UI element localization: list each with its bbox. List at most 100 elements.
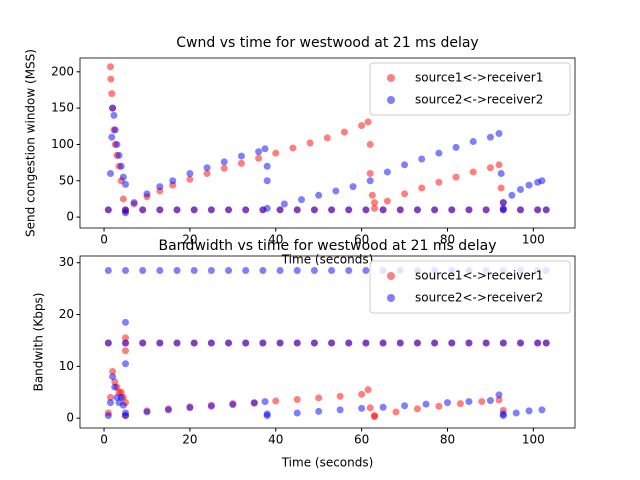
points (104, 63, 550, 217)
point (486, 397, 494, 405)
point (225, 339, 233, 347)
point (255, 154, 263, 162)
point (435, 402, 443, 410)
point (358, 390, 366, 398)
point (276, 339, 284, 347)
point (452, 173, 460, 181)
point (383, 168, 391, 176)
point (106, 393, 114, 401)
point (310, 267, 318, 275)
point (186, 175, 194, 183)
point (431, 206, 439, 214)
point (289, 144, 297, 152)
point (379, 403, 387, 411)
point (119, 401, 127, 409)
point (164, 406, 172, 414)
point (371, 412, 379, 420)
point (104, 339, 112, 347)
point (358, 122, 366, 130)
point (207, 339, 215, 347)
point (366, 177, 374, 185)
point (276, 267, 284, 275)
point (413, 405, 421, 413)
y-tick-label: 20 (59, 307, 74, 321)
y-tick-label: 100 (51, 137, 74, 151)
points (104, 267, 550, 421)
point (435, 149, 443, 157)
point (298, 196, 306, 204)
point (207, 267, 215, 275)
point (203, 170, 211, 178)
point (110, 111, 118, 119)
legend-marker (387, 294, 395, 302)
point (119, 173, 127, 181)
point (190, 339, 198, 347)
point (156, 183, 164, 191)
point (371, 199, 379, 207)
point (516, 206, 524, 214)
point (306, 139, 314, 147)
point (534, 206, 542, 214)
point (362, 339, 370, 347)
point (130, 199, 138, 207)
point (499, 339, 507, 347)
point (340, 128, 348, 136)
point (516, 185, 524, 193)
point (242, 339, 250, 347)
point (525, 407, 533, 415)
point (263, 412, 271, 420)
point (173, 339, 181, 347)
point (465, 339, 473, 347)
point (156, 206, 164, 214)
point (345, 206, 353, 214)
point (111, 126, 119, 134)
point (242, 267, 250, 275)
x-tick-label: 100 (522, 233, 545, 247)
point (443, 399, 451, 407)
x-tick-label: 80 (440, 233, 455, 247)
point (156, 267, 164, 275)
point (111, 383, 119, 391)
point (379, 339, 387, 347)
x-axis-label: Time (seconds) (281, 456, 374, 470)
point (497, 184, 505, 192)
point (117, 162, 125, 170)
legend: source1<->receiver1 source2<->receiver2 (369, 260, 571, 314)
chart-title: Cwnd vs time for westwood at 21 ms delay (176, 35, 478, 51)
point (106, 170, 114, 178)
legend-box (369, 62, 571, 116)
point (272, 149, 280, 157)
point (456, 400, 464, 408)
point (117, 393, 125, 401)
point (104, 267, 112, 275)
point (108, 133, 116, 141)
point (349, 183, 357, 191)
point (364, 118, 372, 126)
point (379, 206, 387, 214)
point (115, 151, 123, 159)
point (383, 197, 391, 205)
point (310, 339, 318, 347)
point (396, 339, 404, 347)
point (448, 206, 456, 214)
y-tick-label: 0 (66, 411, 74, 425)
point (109, 104, 117, 112)
point (237, 159, 245, 167)
point (229, 401, 237, 409)
point (495, 396, 503, 404)
subplot: 0 20 40 60 80 100 0 50 100 150 200 Time (seconds) Se… (24, 35, 576, 267)
y-axis-label: Send congestion window (MSS) (24, 49, 38, 237)
point (242, 206, 250, 214)
point (366, 404, 374, 412)
point (366, 170, 374, 178)
y-tick-label: 50 (59, 173, 74, 187)
point (310, 206, 318, 214)
point (499, 199, 507, 207)
point (293, 339, 301, 347)
point (328, 267, 336, 275)
point (452, 143, 460, 151)
point (345, 267, 353, 275)
point (516, 339, 524, 347)
point (401, 402, 409, 410)
